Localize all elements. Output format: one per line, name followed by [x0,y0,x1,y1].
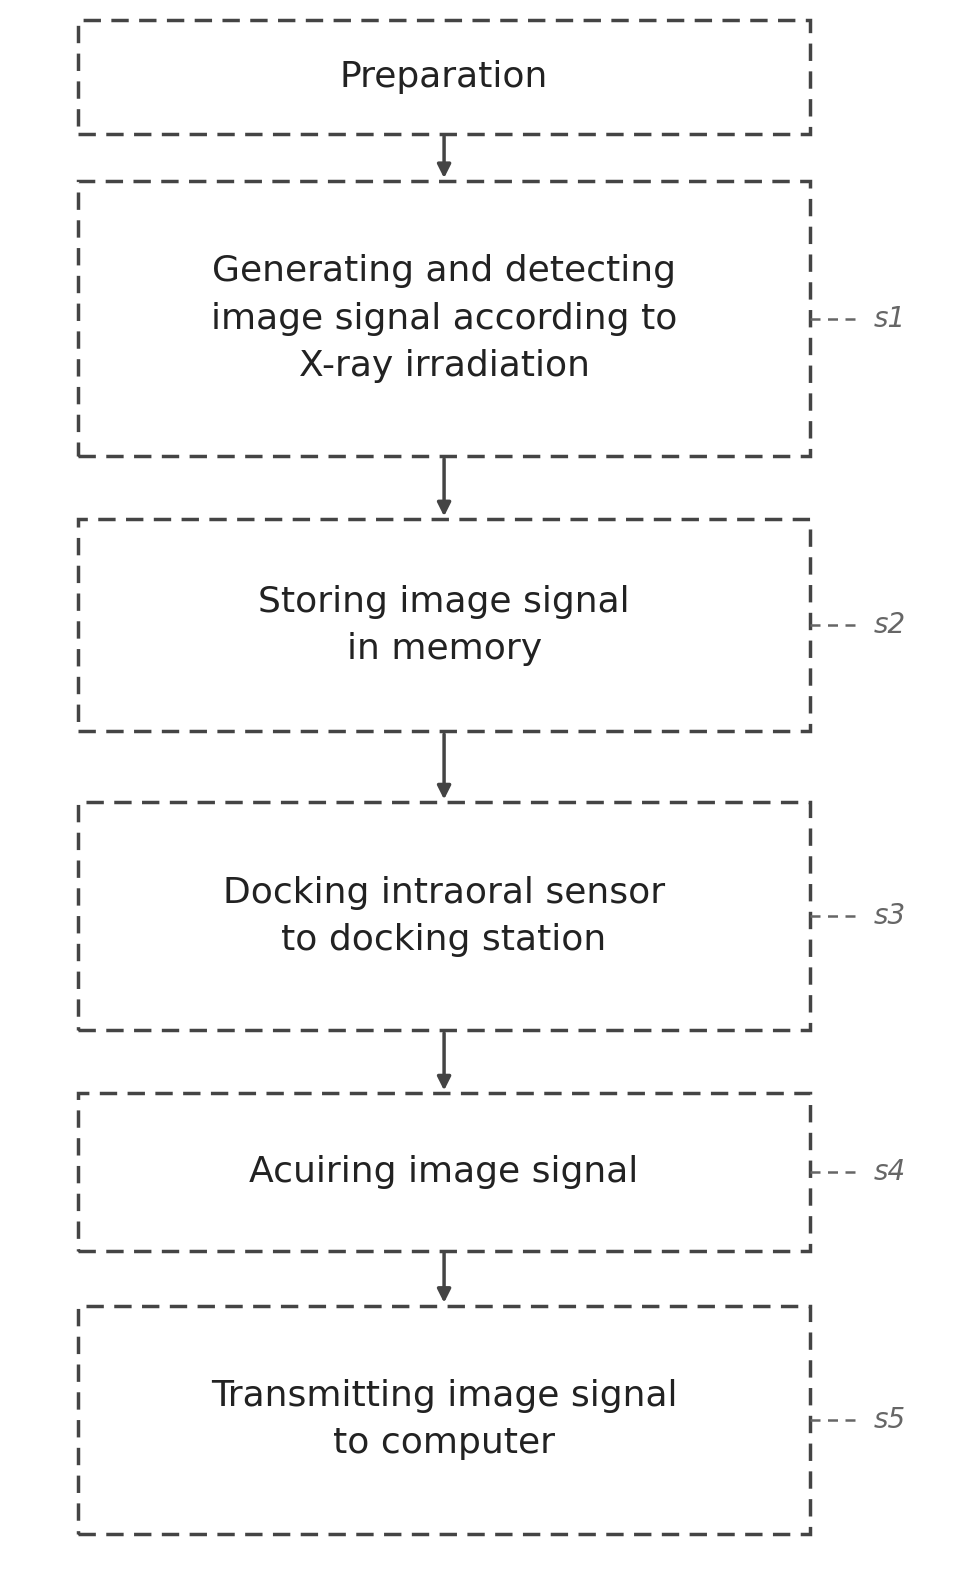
Text: Preparation: Preparation [340,60,549,94]
Text: s4: s4 [874,1158,906,1186]
Bar [78,802,810,1030]
Text: s3: s3 [874,903,906,930]
Text: s1: s1 [874,305,906,332]
Text: Generating and detecting
image signal according to
X-ray irradiation: Generating and detecting image signal ac… [211,253,677,384]
Bar [78,1306,810,1534]
Bar [78,20,810,134]
Text: Acuiring image signal: Acuiring image signal [250,1155,638,1189]
Bar [78,519,810,731]
Text: s2: s2 [874,612,906,639]
Bar [78,1093,810,1251]
Bar [78,181,810,456]
Text: Transmitting image signal
to computer: Transmitting image signal to computer [211,1380,677,1460]
Text: Storing image signal
in memory: Storing image signal in memory [259,585,630,665]
Text: s5: s5 [874,1406,906,1433]
Text: Docking intraoral sensor
to docking station: Docking intraoral sensor to docking stat… [224,876,665,956]
